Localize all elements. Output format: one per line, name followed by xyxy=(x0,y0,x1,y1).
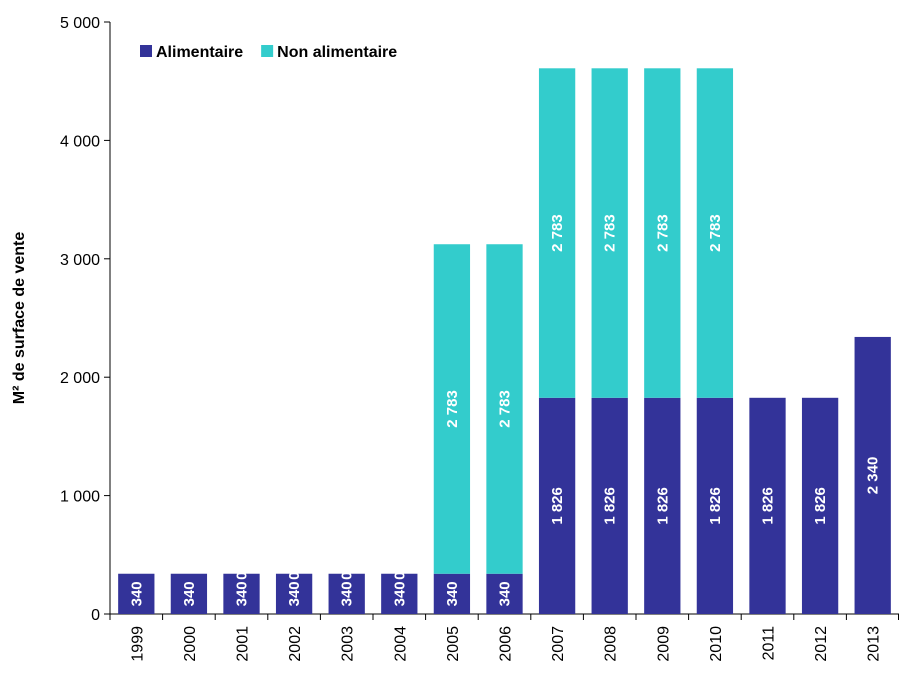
value-label: 1 826 xyxy=(760,487,777,525)
bar-segment xyxy=(801,397,839,614)
value-label: 2 783 xyxy=(707,214,724,252)
x-tick-label: 2006 xyxy=(498,626,515,662)
x-tick-label: 2010 xyxy=(708,626,725,662)
value-label: 1 826 xyxy=(707,487,724,525)
value-label: 2 783 xyxy=(444,390,461,428)
value-label: 0 xyxy=(234,572,251,580)
bar-segment xyxy=(433,573,471,614)
bar-segment xyxy=(749,397,786,614)
x-tick-label: 2003 xyxy=(340,626,357,662)
value-label: 1 826 xyxy=(549,487,566,525)
x-tick-label: 2008 xyxy=(603,626,620,662)
value-label: 2 783 xyxy=(602,214,619,252)
bar-segment xyxy=(486,573,523,614)
bar-segment xyxy=(223,573,260,614)
bar-segment xyxy=(696,397,734,614)
value-label: 340 xyxy=(286,581,303,606)
value-label: 0 xyxy=(339,572,356,580)
x-tick-label: 2013 xyxy=(866,626,883,662)
y-axis-label: M² de surface de vente xyxy=(11,232,28,405)
x-tick-label: 2004 xyxy=(392,626,409,662)
bar-segment xyxy=(433,244,471,574)
legend-swatch xyxy=(140,45,152,57)
bar-segment xyxy=(591,397,628,614)
x-tick-label: 2011 xyxy=(761,626,778,661)
x-tick-label: 2012 xyxy=(813,626,830,662)
x-tick-label: 2005 xyxy=(445,626,462,662)
value-label: 2 340 xyxy=(865,457,882,495)
x-tick-label: 2000 xyxy=(182,626,199,662)
x-tick-label: 2001 xyxy=(235,626,252,662)
value-label: 340 xyxy=(391,581,408,606)
value-label: 2 783 xyxy=(654,214,671,252)
value-label: 2 783 xyxy=(549,214,566,252)
bar-segment xyxy=(328,573,365,614)
value-label: 340 xyxy=(234,581,251,606)
bar-segment xyxy=(486,244,523,574)
y-tick-label: 3 000 xyxy=(60,252,100,269)
value-label: 1 826 xyxy=(812,487,829,525)
value-label: 0 xyxy=(286,572,303,580)
bar-segment xyxy=(591,68,628,398)
y-tick-label: 1 000 xyxy=(60,489,100,506)
bar-segment xyxy=(381,573,418,614)
y-tick-label: 5 000 xyxy=(60,15,100,32)
bar-segment xyxy=(696,68,734,398)
y-tick-label: 4 000 xyxy=(60,133,100,150)
bar-segment xyxy=(854,336,891,614)
y-tick-label: 0 xyxy=(91,607,100,624)
bar-segment xyxy=(118,573,155,614)
value-label: 1 826 xyxy=(602,487,619,525)
value-label: 340 xyxy=(497,581,514,606)
value-label: 340 xyxy=(444,581,461,606)
bar-segment xyxy=(644,397,681,614)
bar-segment xyxy=(538,68,576,398)
x-tick-label: 2007 xyxy=(550,626,567,662)
bar-segment xyxy=(170,573,208,614)
value-label: 340 xyxy=(128,581,145,606)
x-tick-label: 2009 xyxy=(655,626,672,662)
value-label: 2 783 xyxy=(497,390,514,428)
x-tick-label: 2002 xyxy=(287,626,304,662)
legend-label: Alimentaire xyxy=(156,44,243,61)
bar-segment xyxy=(538,397,576,614)
value-label: 340 xyxy=(339,581,356,606)
value-label: 340 xyxy=(181,581,198,606)
legend-swatch xyxy=(261,45,274,57)
bar-segment xyxy=(644,68,681,398)
y-tick-label: 2 000 xyxy=(60,370,100,387)
bar-segment xyxy=(275,573,313,614)
value-label: 0 xyxy=(391,572,408,580)
value-label: 1 826 xyxy=(654,487,671,525)
legend-label: Non alimentaire xyxy=(277,44,397,61)
x-tick-label: 1999 xyxy=(129,626,146,662)
